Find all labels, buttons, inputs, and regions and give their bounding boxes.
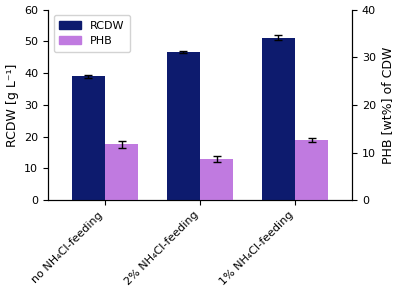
Bar	[295, 140, 328, 200]
Legend: RCDW, PHB: RCDW, PHB	[54, 15, 130, 52]
Bar	[72, 76, 105, 200]
Bar	[167, 52, 200, 200]
Bar	[262, 38, 295, 200]
Y-axis label: PHB [wt%] of CDW: PHB [wt%] of CDW	[382, 46, 394, 163]
Bar	[200, 159, 233, 200]
Y-axis label: RCDW [g L⁻¹]: RCDW [g L⁻¹]	[6, 63, 18, 146]
Bar	[105, 144, 138, 200]
